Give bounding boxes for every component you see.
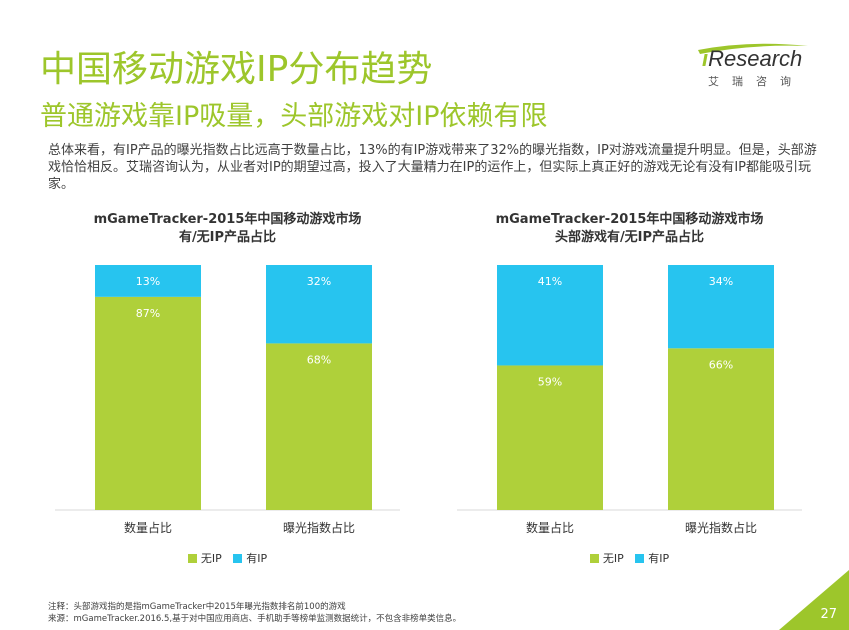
data-label-no-ip-2: 66%: [709, 358, 733, 371]
chart-legend: 无IP 有IP: [50, 550, 405, 566]
page-title: 中国移动游戏IP分布趋势: [40, 49, 433, 90]
legend-item-has-ip: 有IP: [635, 550, 669, 566]
chart-title-line2: 有/无IP产品占比: [178, 230, 277, 245]
data-label-no-ip-2: 68%: [307, 353, 331, 366]
chart-ip-share: mGameTracker-2015年中国移动游戏市场 有/无IP产品占比 87%…: [50, 205, 405, 575]
chart-title: mGameTracker-2015年中国移动游戏市场 头部游戏有/无IP产品占比: [452, 211, 807, 247]
page-subtitle: 普通游戏靠IP吸量，头部游戏对IP依赖有限: [40, 101, 548, 132]
legend-label: 无IP: [200, 552, 222, 565]
legend-swatch-no-ip: [187, 553, 197, 563]
data-label-no-ip-1: 87%: [136, 307, 160, 320]
legend-swatch-no-ip: [589, 553, 599, 563]
category-label-1: 数量占比: [124, 520, 172, 535]
chart-title: mGameTracker-2015年中国移动游戏市场 有/无IP产品占比: [50, 211, 405, 247]
chart-title-line1: mGameTracker-2015年中国移动游戏市场: [93, 212, 362, 227]
corner-decoration: [779, 570, 849, 630]
data-label-has-ip-1: 41%: [538, 275, 562, 288]
bar-has-ip-1: [95, 265, 201, 297]
legend-label: 有IP: [648, 552, 670, 565]
legend-label: 有IP: [246, 552, 268, 565]
data-label-has-ip-2: 34%: [709, 275, 733, 288]
legend-item-no-ip: 无IP: [187, 550, 222, 566]
chart-plot: 59% 41% 数量占比 66% 34% 曝光指数占比: [457, 265, 802, 535]
bar-no-ip-1: [497, 365, 603, 510]
legend-swatch-has-ip: [233, 553, 243, 563]
chart-title-line1: mGameTracker-2015年中国移动游戏市场: [495, 212, 764, 227]
category-label-2: 曝光指数占比: [283, 520, 355, 535]
iresearch-logo: iResearch 艾瑞咨询: [690, 40, 810, 90]
logo-chinese-name: 艾瑞咨询: [708, 75, 804, 88]
chart-plot: 87% 13% 数量占比 68% 32% 曝光指数占比: [55, 265, 400, 535]
chart-title-line2: 头部游戏有/无IP产品占比: [554, 230, 705, 245]
chart-legend: 无IP 有IP: [452, 550, 807, 566]
summary-paragraph: 总体来看，有IP产品的曝光指数占比远高于数量占比，13%的有IP游戏带来了32%…: [48, 143, 817, 192]
chart-top-games-ip-share: mGameTracker-2015年中国移动游戏市场 头部游戏有/无IP产品占比…: [452, 205, 807, 575]
category-label-1: 数量占比: [526, 520, 574, 535]
legend-item-no-ip: 无IP: [589, 550, 624, 566]
logo-word-text: Research: [708, 46, 803, 71]
page-number: 27: [820, 607, 837, 622]
data-label-no-ip-1: 59%: [538, 375, 562, 388]
logo-i-letter: i: [702, 46, 709, 71]
data-label-has-ip-2: 32%: [307, 275, 331, 288]
data-label-has-ip-1: 13%: [136, 275, 160, 288]
logo-swoosh-icon: [698, 43, 808, 54]
bar-no-ip-2: [266, 343, 372, 510]
category-label-2: 曝光指数占比: [685, 520, 757, 535]
bar-has-ip-1: [497, 265, 603, 366]
legend-item-has-ip: 有IP: [233, 550, 267, 566]
footnote-note: 注释：头部游戏指的是指mGameTracker中2015年曝光指数排名前100的…: [48, 602, 346, 612]
bar-has-ip-2: [266, 265, 372, 344]
legend-label: 无IP: [602, 552, 624, 565]
logo-wordmark: iResearch: [702, 46, 802, 72]
footnote-source: 来源：mGameTracker.2016.5,基于对中国应用商店、手机助手等榜单…: [48, 614, 462, 624]
legend-swatch-has-ip: [635, 553, 645, 563]
bar-has-ip-2: [668, 265, 774, 349]
bar-no-ip-2: [668, 348, 774, 510]
bar-no-ip-1: [95, 296, 201, 510]
